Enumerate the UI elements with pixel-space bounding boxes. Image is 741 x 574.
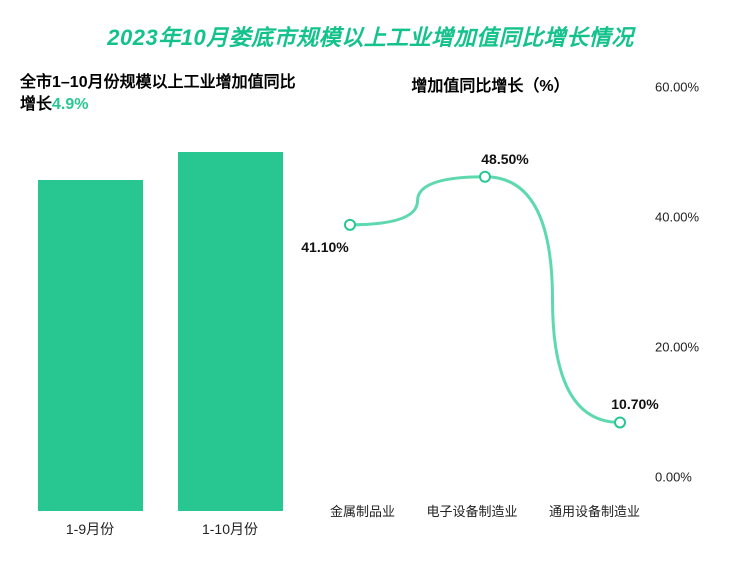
page-title: 2023年10月娄底市规模以上工业增加值同比增长情况 [0,0,741,62]
line-path [350,177,620,423]
line-plot-area: 0.00%20.00%40.00%60.00% 41.10%48.50%10.7… [320,102,650,492]
line-marker-1 [480,172,490,182]
bar-chart-subtitle: 全市1–10月份规模以上工业增加值同比增长4.9% [20,72,300,115]
y-tick-2: 40.00% [655,210,710,225]
y-tick-3: 60.00% [655,80,710,95]
line-x-labels: 金属制品业 电子设备制造业 通用设备制造业 [320,501,650,520]
line-marker-0 [345,220,355,230]
bar-subtitle-accent: 4.9% [52,96,88,113]
charts-row: 全市1–10月份规模以上工业增加值同比增长4.9% 1-9月份 1-10月份 增加… [0,62,741,562]
line-marker-2 [615,417,625,427]
line-x-label-2: 通用设备制造业 [549,501,640,520]
bar-x-labels: 1-9月份 1-10月份 [20,511,300,539]
line-chart-subtitle: 增加值同比增长（%） [310,72,671,96]
line-chart-panel: 增加值同比增长（%） 0.00%20.00%40.00%60.00% 41.10… [310,62,741,562]
line-x-label-1: 电子设备制造业 [426,501,517,520]
line-x-label-0: 金属制品业 [330,501,395,520]
bar-plot-area [20,121,300,511]
line-point-label-2: 10.70% [611,396,658,412]
y-tick-1: 20.00% [655,340,710,355]
line-point-label-1: 48.50% [481,151,528,167]
line-point-label-0: 41.10% [301,239,348,255]
bar-x-label-1: 1-10月份 [178,519,283,539]
y-tick-0: 0.00% [655,470,710,485]
bar-1 [178,152,283,511]
bar-x-label-0: 1-9月份 [38,519,143,539]
bar-chart-panel: 全市1–10月份规模以上工业增加值同比增长4.9% 1-9月份 1-10月份 [0,62,310,562]
line-y-axis: 0.00%20.00%40.00%60.00% [655,102,710,492]
bar-0 [38,180,143,512]
